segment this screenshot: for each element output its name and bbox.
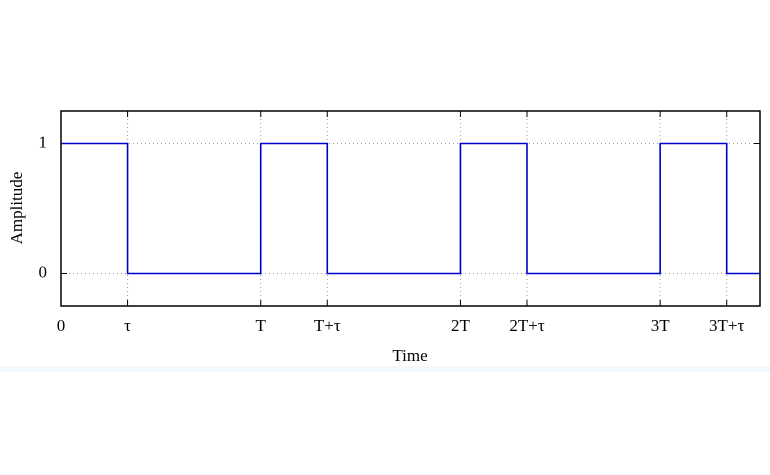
x-tick-label: 2T [451,316,471,335]
x-tick-label: 3T+τ [709,316,744,335]
x-axis-label: Time [392,346,427,365]
x-tick-label: 2T+τ [509,316,544,335]
x-tick-label: T [256,316,267,335]
x-tick-label: 0 [57,316,66,335]
x-tick-label: 3T [651,316,671,335]
y-tick-label: 1 [39,132,48,151]
background-strip [0,366,770,372]
x-tick-label: τ [124,316,131,335]
signal-line [61,142,760,275]
x-tick-label: T+τ [314,316,341,335]
y-tick-label: 0 [39,262,48,281]
y-axis-label: Amplitude [7,172,26,245]
plot-frame [60,110,761,307]
